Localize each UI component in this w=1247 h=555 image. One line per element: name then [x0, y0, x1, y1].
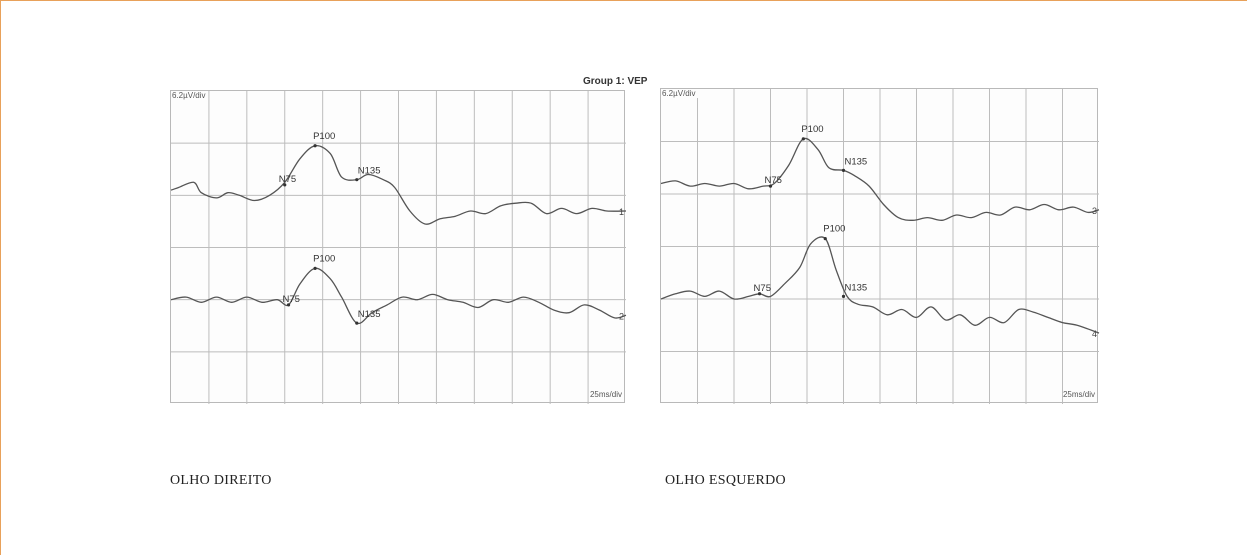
amplitude-scale-label: 6.2µV/div: [662, 89, 698, 98]
grid: [171, 91, 626, 404]
amplitude-scale-label: 6.2µV/div: [172, 91, 208, 100]
peak-label-n75: N75: [283, 294, 300, 305]
peak-label-n135: N135: [845, 156, 868, 167]
peak-label-p100: P100: [313, 253, 335, 264]
peak-marker-n135: [842, 295, 845, 298]
peak-marker-p100: [313, 144, 316, 147]
figure-title: Group 1: VEP: [583, 76, 647, 87]
peak-label-p100: P100: [313, 131, 335, 142]
peak-label-p100: P100: [823, 224, 845, 235]
peak-label-n135: N135: [845, 282, 868, 293]
channel-label-2: 2: [619, 311, 624, 321]
peak-marker-n135: [355, 322, 358, 325]
peak-marker-n135: [355, 178, 358, 181]
channel-label-4: 4: [1092, 329, 1097, 339]
channel-label-1: 1: [619, 207, 624, 217]
caption-left-eye: OLHO ESQUERDO: [665, 473, 786, 489]
grid: [661, 89, 1099, 404]
peak-marker-p100: [313, 267, 316, 270]
peak-label-p100: P100: [801, 124, 823, 135]
peak-label-n135: N135: [358, 309, 381, 320]
peak-label-n75: N75: [754, 283, 771, 294]
peak-label-n75: N75: [279, 174, 296, 185]
peak-marker-p100: [802, 137, 805, 140]
vep-chart-left-eye: 3 N75 P100 N135 4 N75 P100 N135: [661, 89, 1099, 404]
caption-right-eye: OLHO DIREITO: [170, 473, 272, 489]
vep-panel-left-eye: 3 N75 P100 N135 4 N75 P100 N135 6.2µV/div 25ms/…: [660, 88, 1098, 403]
time-scale-label: 25ms/div: [1063, 390, 1095, 399]
peak-marker-p100: [824, 237, 827, 240]
vep-panel-right-eye: 1 N75 P100 N135 2 N75 P100 N135 6.2µV/div 25ms/…: [170, 90, 625, 403]
peak-marker-n135: [842, 169, 845, 172]
peak-label-n75: N75: [765, 175, 782, 186]
channel-label-3: 3: [1092, 206, 1097, 216]
vep-chart-right-eye: 1 N75 P100 N135 2 N75 P100 N135: [171, 91, 626, 404]
peak-label-n135: N135: [358, 166, 381, 177]
time-scale-label: 25ms/div: [590, 390, 622, 399]
